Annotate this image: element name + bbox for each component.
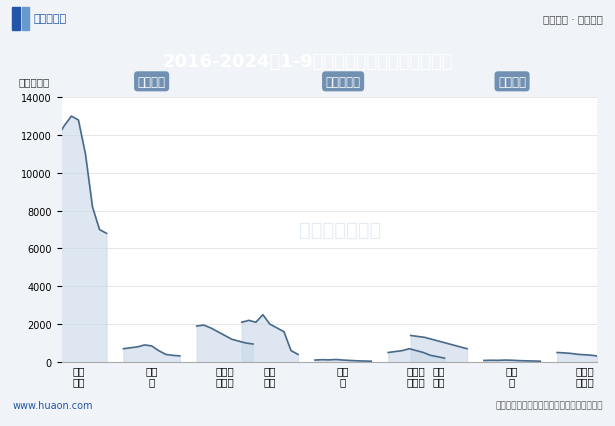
Bar bbox=[12, 8, 20, 31]
Text: 2016-2024年1-9月吉林省房地产施工面积情况: 2016-2024年1-9月吉林省房地产施工面积情况 bbox=[162, 53, 453, 71]
Bar bbox=[22, 8, 29, 31]
Text: 竣工面积: 竣工面积 bbox=[498, 76, 526, 89]
Text: 数据来源：国家统计局；华经产业研究院整理: 数据来源：国家统计局；华经产业研究院整理 bbox=[495, 400, 603, 409]
Text: www.huaon.com: www.huaon.com bbox=[12, 400, 93, 410]
Text: 施工面积: 施工面积 bbox=[138, 76, 165, 89]
Text: 单位：万㎡: 单位：万㎡ bbox=[18, 78, 50, 87]
Text: 华经情报网: 华经情报网 bbox=[34, 14, 67, 24]
Text: 新开工面积: 新开工面积 bbox=[325, 76, 360, 89]
Text: 华经产业研究院: 华经产业研究院 bbox=[299, 221, 381, 239]
Text: 专业严谨 · 客观科学: 专业严谨 · 客观科学 bbox=[543, 14, 603, 24]
